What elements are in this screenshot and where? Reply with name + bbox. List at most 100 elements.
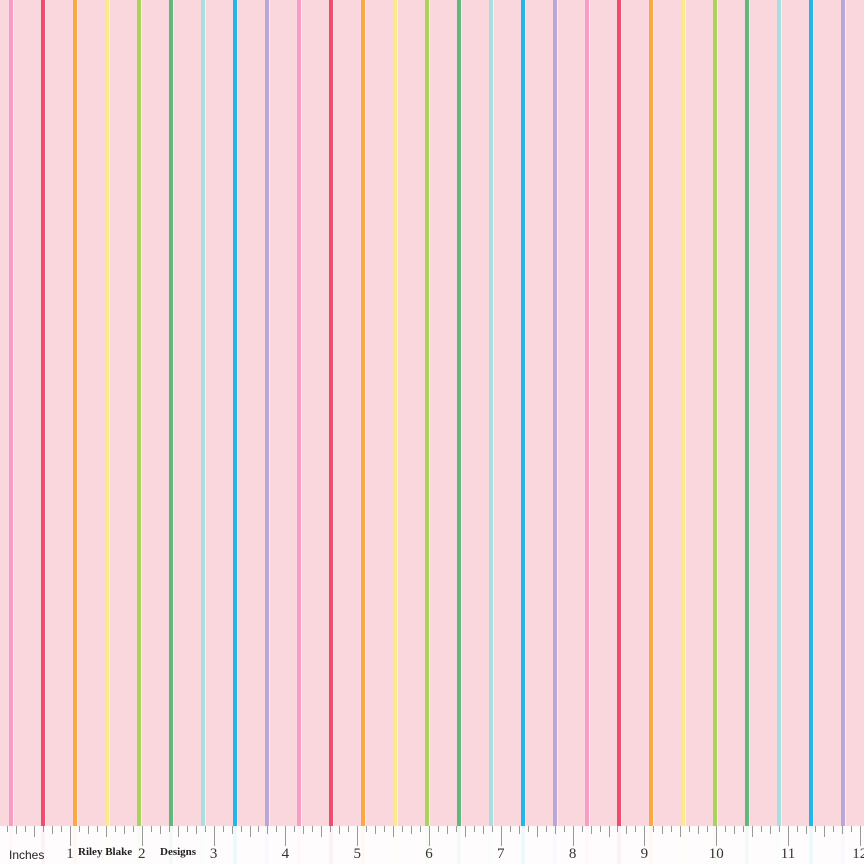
ruler-tick bbox=[509, 826, 511, 832]
ruler-tick bbox=[680, 826, 682, 837]
ruler-tick bbox=[608, 826, 610, 837]
ruler-tick bbox=[707, 826, 709, 832]
ruler-number: 9 bbox=[640, 846, 649, 862]
ruler-units-label: Inches bbox=[9, 848, 45, 862]
stripe bbox=[713, 0, 718, 864]
ruler-tick bbox=[743, 826, 745, 832]
ruler-tick bbox=[823, 826, 825, 837]
ruler-tick bbox=[52, 826, 54, 834]
ruler-tick bbox=[770, 826, 772, 834]
ruler-tick bbox=[195, 826, 197, 834]
brand-name: Riley Blake bbox=[78, 846, 133, 858]
ruler-tick bbox=[240, 826, 242, 832]
stripe bbox=[169, 0, 174, 864]
stripe bbox=[489, 0, 494, 864]
stripe bbox=[329, 0, 334, 864]
ruler-number: 5 bbox=[353, 846, 361, 862]
stripe bbox=[649, 0, 654, 864]
ruler-tick bbox=[123, 826, 125, 834]
stripe bbox=[297, 0, 302, 864]
ruler-tick bbox=[554, 826, 556, 834]
ruler-tick bbox=[671, 826, 673, 832]
ruler-tick bbox=[420, 826, 422, 832]
stripe bbox=[425, 0, 430, 864]
ruler-tick bbox=[141, 826, 143, 846]
ruler-tick bbox=[276, 826, 278, 832]
ruler-tick bbox=[339, 826, 341, 834]
ruler-tick bbox=[482, 826, 484, 834]
ruler-tick bbox=[159, 826, 161, 834]
stripe bbox=[841, 0, 846, 864]
stripe bbox=[745, 0, 750, 864]
ruler-tick bbox=[177, 826, 179, 837]
ruler-tick bbox=[653, 826, 655, 832]
ruler-tick bbox=[78, 826, 80, 832]
ruler-tick bbox=[491, 826, 493, 832]
inch-ruler: Inches Riley Blake Designs 1 2 3 4 5 6 7 8 9 10 11… bbox=[0, 826, 864, 864]
ruler-tick bbox=[635, 826, 637, 832]
ruler-number: 1 bbox=[66, 846, 74, 862]
ruler-tick bbox=[222, 826, 224, 832]
stripe bbox=[585, 0, 590, 864]
ruler-tick bbox=[752, 826, 754, 837]
ruler-number: 4 bbox=[281, 846, 290, 862]
ruler-tick bbox=[114, 826, 116, 832]
ruler-number: 6 bbox=[425, 846, 433, 862]
ruler-tick bbox=[303, 826, 305, 834]
ruler-tick bbox=[43, 826, 45, 832]
stripe bbox=[201, 0, 206, 864]
stripe bbox=[9, 0, 14, 864]
ruler-tick bbox=[599, 826, 601, 832]
ruler-tick bbox=[662, 826, 664, 834]
ruler-tick bbox=[132, 826, 134, 832]
brand-suffix: Designs bbox=[160, 846, 197, 858]
ruler-tick bbox=[186, 826, 188, 832]
ruler-tick bbox=[572, 826, 574, 846]
ruler-tick bbox=[841, 826, 843, 834]
ruler-number: 8 bbox=[568, 846, 577, 862]
ruler-tick bbox=[644, 826, 646, 846]
stripe bbox=[233, 0, 238, 864]
ruler-number: 2 bbox=[138, 846, 146, 862]
stripe bbox=[393, 0, 398, 864]
ruler-tick bbox=[796, 826, 798, 832]
ruler-number: 7 bbox=[497, 846, 505, 862]
ruler-number: 12 bbox=[852, 846, 864, 862]
ruler-tick bbox=[859, 826, 861, 846]
ruler-tick bbox=[348, 826, 350, 832]
ruler-tick bbox=[25, 826, 27, 832]
ruler-tick bbox=[384, 826, 386, 832]
ruler-tick bbox=[34, 826, 36, 837]
ruler-tick bbox=[698, 826, 700, 834]
ruler-tick bbox=[168, 826, 170, 832]
ruler-tick bbox=[581, 826, 583, 832]
ruler-tick bbox=[231, 826, 233, 834]
ruler-tick bbox=[761, 826, 763, 832]
ruler-tick bbox=[536, 826, 538, 837]
ruler-tick bbox=[518, 826, 520, 834]
stripe bbox=[73, 0, 78, 864]
stripe bbox=[265, 0, 270, 864]
ruler-tick bbox=[411, 826, 413, 834]
ruler-tick bbox=[500, 826, 502, 846]
ruler-tick bbox=[150, 826, 152, 832]
stripe bbox=[553, 0, 558, 864]
ruler-tick bbox=[850, 826, 852, 832]
ruler-tick bbox=[213, 826, 215, 846]
stripe bbox=[41, 0, 46, 864]
ruler-tick bbox=[375, 826, 377, 834]
ruler-tick bbox=[70, 826, 71, 846]
ruler-tick bbox=[437, 826, 439, 832]
ruler-tick bbox=[725, 826, 727, 832]
ruler-tick bbox=[393, 826, 395, 837]
ruler-tick bbox=[617, 826, 619, 832]
ruler-tick bbox=[402, 826, 404, 832]
ruler-tick bbox=[464, 826, 466, 837]
stripe bbox=[681, 0, 686, 864]
ruler-tick bbox=[473, 826, 475, 832]
ruler-number: 10 bbox=[708, 846, 724, 862]
ruler-tick bbox=[96, 826, 98, 832]
ruler-tick bbox=[814, 826, 816, 832]
ruler-tick bbox=[734, 826, 736, 834]
ruler-tick bbox=[294, 826, 296, 832]
